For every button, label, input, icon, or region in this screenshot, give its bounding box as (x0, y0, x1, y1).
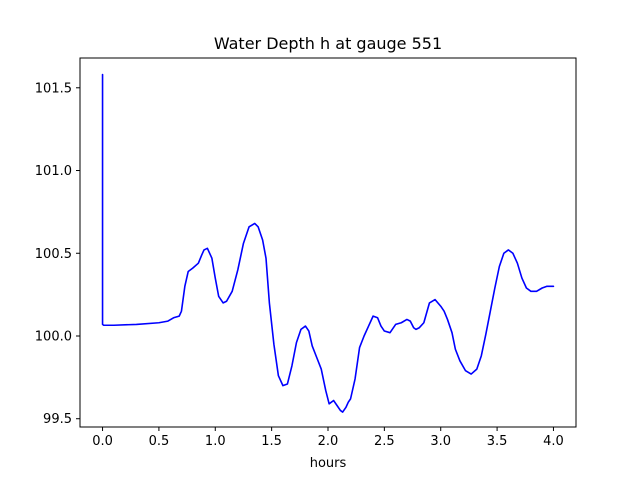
x-tick-label: 2.0 (318, 434, 339, 449)
x-tick-label: 4.0 (543, 434, 564, 449)
y-tick-label: 99.5 (43, 412, 72, 427)
plot-area-frame (79, 57, 577, 428)
x-tick-label: 0.0 (92, 434, 113, 449)
x-tick-label: 2.5 (374, 434, 395, 449)
x-tick-label: 1.0 (205, 434, 226, 449)
x-tick-label: 3.0 (430, 434, 451, 449)
y-axis-ticks: 99.5 100.0 100.5 101.0 101.5 (35, 81, 80, 427)
y-tick-label: 100.5 (35, 247, 72, 262)
chart-title: Water Depth h at gauge 551 (214, 34, 442, 53)
x-tick-label: 3.5 (487, 434, 508, 449)
x-tick-label: 1.5 (261, 434, 282, 449)
x-axis-label: hours (310, 456, 347, 471)
y-tick-label: 101.5 (35, 81, 72, 96)
x-axis-ticks: 0.0 0.5 1.0 1.5 2.0 2.5 3.0 3.5 4.0 (92, 427, 564, 449)
y-tick-label: 100.0 (35, 329, 72, 344)
y-tick-label: 101.0 (35, 164, 72, 179)
series-line (101, 73, 555, 413)
x-tick-label: 0.5 (149, 434, 170, 449)
